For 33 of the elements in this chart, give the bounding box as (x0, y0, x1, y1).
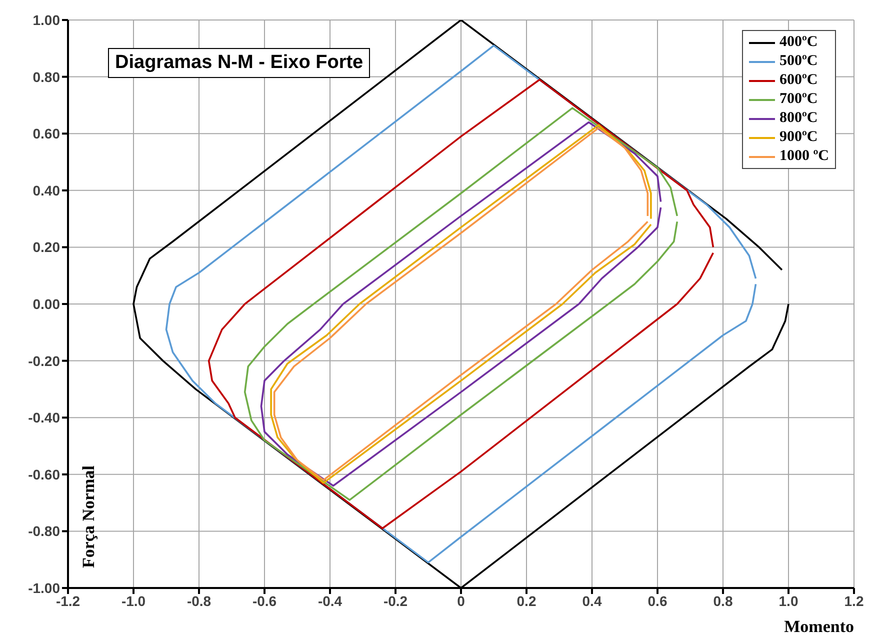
y-tick-label: -0.20 (28, 352, 60, 369)
legend-label: 600ºC (779, 71, 818, 90)
x-tick-label: 0.6 (648, 592, 668, 609)
x-tick-label: -0.8 (186, 592, 212, 609)
y-tick-label: 0.40 (32, 182, 60, 198)
x-tick-label: 0.8 (713, 592, 733, 609)
y-tick-label: -0.60 (28, 466, 60, 482)
text: Diagramas N-M - Eixo Forte (108, 48, 370, 78)
y-tick-label: 0.20 (32, 239, 60, 256)
x-tick-label: -0.6 (252, 592, 277, 609)
x-tick-label: -0.4 (318, 592, 342, 609)
y-tick-label: 1.00 (32, 12, 60, 28)
legend-label: 500ºC (779, 52, 818, 71)
y-tick-label: 0.80 (32, 68, 60, 85)
x-axis-title: Momento (784, 617, 854, 636)
x-tick-label: 0.2 (516, 592, 536, 609)
legend-label: 1000 ºC (779, 147, 829, 166)
x-tick-label: 0.4 (582, 592, 602, 609)
y-tick-label: -0.40 (28, 410, 60, 426)
y-axis-title: Força Normal (79, 465, 98, 568)
legend-label: 900ºC (779, 128, 818, 147)
x-tick-label: 1.2 (844, 592, 864, 609)
x-tick-label: 1.0 (778, 592, 798, 609)
x-tick-label: -1.0 (121, 592, 146, 609)
x-tick-label: -0.2 (383, 592, 408, 609)
legend-label: 400ºC (779, 33, 818, 52)
legend-label: 800ºC (779, 109, 818, 128)
y-tick-label: -0.80 (28, 523, 60, 540)
legend-label: 700ºC (779, 90, 818, 109)
y-tick-label: 0.00 (32, 296, 60, 312)
y-tick-label: 0.60 (32, 126, 60, 142)
line-series (208, 78, 714, 530)
x-tick-label: 0 (457, 592, 466, 609)
